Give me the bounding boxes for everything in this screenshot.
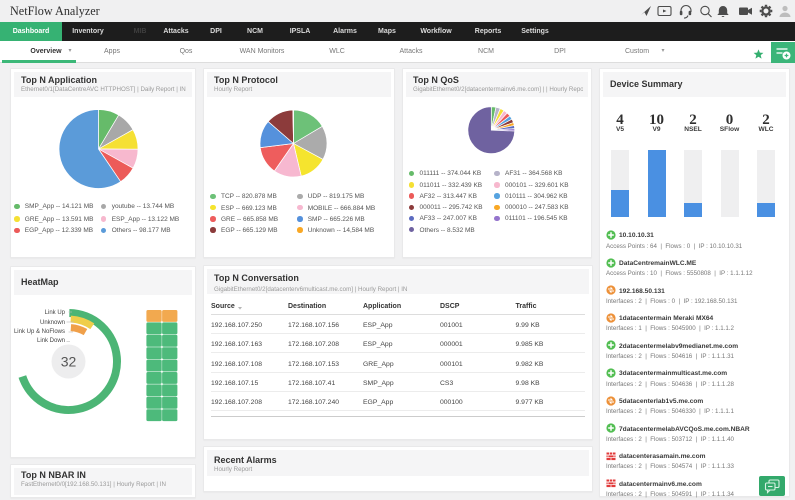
svg-text:32: 32 — [61, 354, 77, 370]
